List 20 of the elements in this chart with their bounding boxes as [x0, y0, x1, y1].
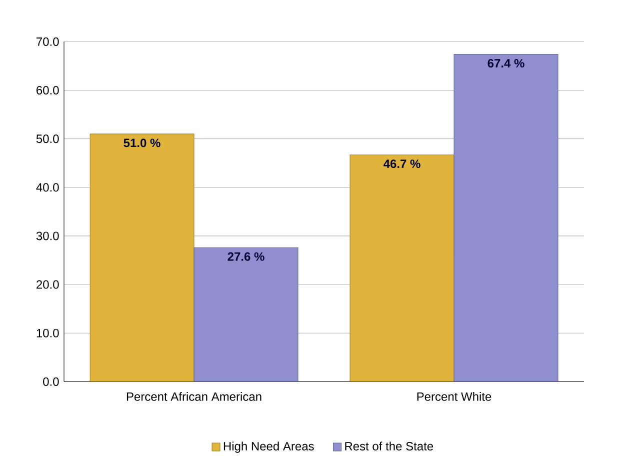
x-tick-label: Percent African American	[126, 392, 262, 401]
bar	[194, 247, 298, 382]
legend-label: Rest of the State	[345, 442, 434, 450]
bar	[90, 134, 194, 382]
y-tick-label: 10.0	[36, 328, 59, 338]
y-tick-label: 30.0	[36, 232, 59, 240]
data-label: 51.0 %	[124, 138, 160, 148]
y-tick-label: 70.0	[36, 37, 59, 46]
y-tick-label: 50.0	[36, 134, 59, 144]
y-tick-label: 60.0	[36, 86, 59, 94]
y-tick-label: 40.0	[36, 183, 59, 192]
legend-label: High Need Areas	[224, 442, 314, 453]
y-tick-label: 20.0	[36, 280, 59, 289]
y-tick-label: 0.0	[43, 377, 59, 386]
x-tick-label: Percent White	[417, 392, 492, 401]
data-label: 46.7 %	[384, 160, 420, 168]
data-label: 27.6 %	[228, 252, 264, 261]
bar	[454, 54, 558, 382]
bar	[350, 154, 454, 382]
data-label: 67.4 %	[488, 59, 524, 68]
